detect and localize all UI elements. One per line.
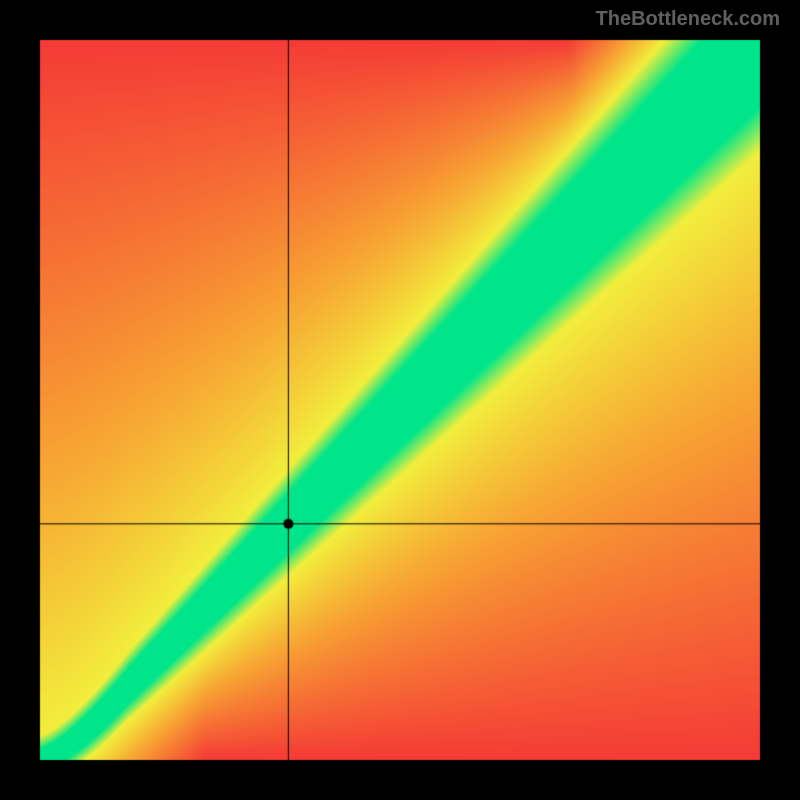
bottleneck-heatmap: [0, 0, 800, 800]
chart-container: TheBottleneck.com: [0, 0, 800, 800]
watermark-text: TheBottleneck.com: [596, 8, 780, 31]
